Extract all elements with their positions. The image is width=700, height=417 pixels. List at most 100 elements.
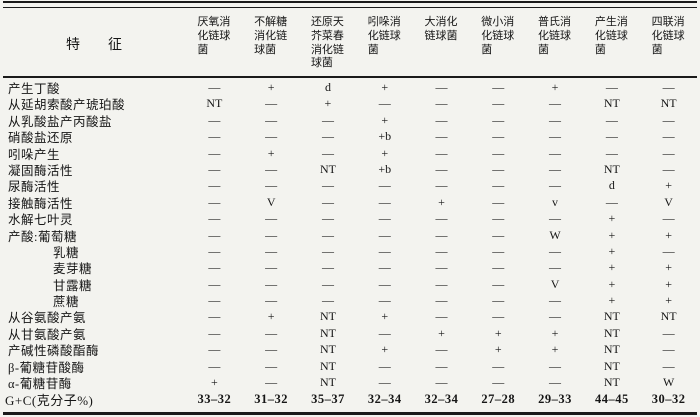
table-cell: — [208,129,221,144]
table-row: 甘露糖 — — — — — — V + + [3,275,697,293]
table-cell: — [492,96,505,111]
table-cell: — [492,260,505,275]
table-cell: — [662,211,675,226]
table-row: α-葡糖苷酶 + — NT — — — — NT W [3,373,697,392]
table-cell: — [492,112,505,127]
table-cell: — [435,276,448,291]
table-cell: + [608,227,616,242]
table-cell: — [208,276,221,291]
table-cell: — [378,243,391,258]
row-label: 产酸:葡萄糖 [8,229,77,244]
table-cell: + [381,342,389,357]
table-cell: + [551,80,559,94]
table-cell: NT [603,375,620,390]
gc-row-label: G+C(克分子%) [5,393,94,409]
table-cell: — [549,243,562,258]
table-cell: + [608,243,616,258]
table-cell: — [265,178,278,193]
row-label: α-葡糖苷酶 [8,377,72,392]
table-cell: — [435,309,448,324]
table-cell: — [492,227,505,242]
row-label: 产碱性磷酸酯酶 [8,344,100,359]
table-cell: + [665,227,672,242]
table-cell: V [266,194,276,209]
table-cell: NT [603,342,620,357]
table-cell: — [378,276,391,291]
table-cell: — [435,243,448,258]
table-cell: NT [319,375,336,390]
table-cell: — [549,161,562,176]
row-label: 从延胡索酸产琥珀酸 [8,98,126,113]
table-cell: — [265,276,278,291]
row-label: 水解七叶灵 [8,213,74,228]
table-cell: NT [603,161,620,176]
table-cell: — [492,243,505,258]
table-cell: — [492,178,505,193]
table-cell: + [438,194,445,209]
table-cell: NT [206,96,223,111]
table-cell: — [208,243,221,258]
table-cell: + [665,293,672,308]
table-cell: — [265,227,278,242]
table-cell: + [381,145,389,160]
table-cell: + [608,276,616,291]
table-cell: — [662,243,675,258]
row-label: 甘露糖 [53,278,93,293]
table-cell: — [549,375,562,390]
table-row: 蔗糖 — — — — — — — + + [3,291,697,309]
table-cell: NT [319,309,336,324]
top-double-rule [3,1,697,8]
table-cell: — [265,96,278,111]
table-cell: — [492,375,505,390]
table-row: 从谷氨酸产氨 — + NT + — — — NT NT [3,307,697,325]
column-header: 吲哚消化链球菌 [367,16,401,56]
table-cell: — [378,358,391,373]
table-cell: — [208,309,221,324]
table-cell: — [208,194,221,209]
table-row: 产生丁酸 — + d + — — + — — [3,78,697,96]
table-cell: — [208,358,221,373]
gc-value-cell: 44–45 [594,392,629,407]
table-row: 从延胡索酸产琥珀酸 NT — + — — — — NT NT [3,94,697,113]
gc-value-cell: 27–28 [481,392,516,407]
table-cell: — [492,309,505,324]
table-cell: + [324,96,332,111]
table-cell: — [492,211,505,226]
table-cell: — [208,293,221,308]
table-cell: — [435,178,448,193]
table-cell: — [378,227,391,242]
table-row: 麦芽糖 — — — — — — — + + [3,258,697,276]
table-cell: + [665,178,672,193]
row-label: 乳糖 [53,245,80,260]
table-cell: — [435,227,448,242]
gc-value-cell: 33–32 [197,392,232,407]
table-row: 从乳酸盐产丙酸盐 — — — + — — — — — [3,111,697,129]
row-label: 吲哚产生 [8,147,61,162]
column-header: 微小消化链球菌 [481,16,515,56]
table-cell: NT [319,161,336,176]
table-cell: — [549,145,562,160]
table-cell: NT [660,309,677,324]
row-label: 接触酶活性 [8,196,74,211]
table-cell: + [608,260,616,275]
table-cell: NT [319,325,336,340]
table-cell: +b [378,161,392,176]
table-cell: — [435,161,448,176]
table-cell: + [267,309,275,324]
table-cell: — [435,112,448,127]
table-cell: — [662,325,675,340]
table-row: 产碱性磷酸酯酶 — — NT + — + + NT — [3,340,697,359]
table-cell: — [321,243,334,258]
table-cell: — [492,161,505,176]
column-header: 四联消化链球菌 [651,16,685,56]
table-cell: — [605,80,618,94]
table-cell: — [549,260,562,275]
table-cell: — [265,260,278,275]
table-cell: + [381,80,389,94]
table-cell: — [265,375,278,390]
table-cell: — [549,309,562,324]
gc-value-cell: 29–33 [538,392,572,407]
row-label: 从甘氨酸产氨 [8,327,87,342]
table-cell: + [665,260,672,275]
table-cell: NT [603,325,620,340]
